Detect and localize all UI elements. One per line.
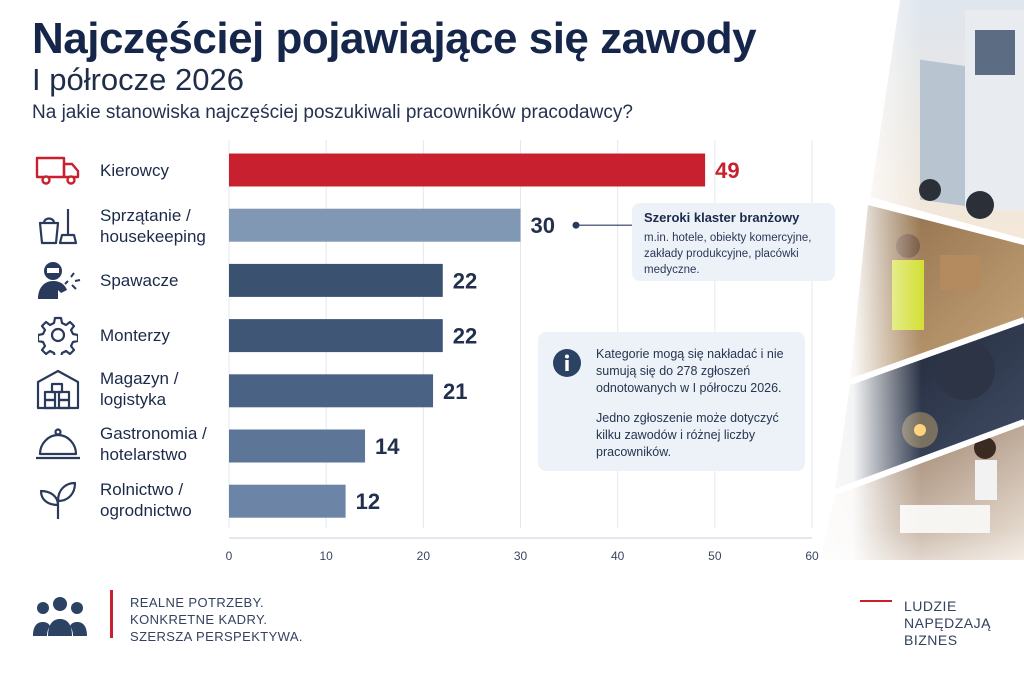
bar	[229, 263, 443, 297]
cluster-callout-heading: Szeroki klaster branżowy	[644, 210, 800, 225]
slogan-line-2: NAPĘDZAJĄ	[904, 615, 991, 631]
category-sprzatanie: Sprzątanie / housekeeping	[30, 202, 230, 250]
category-label: Sprzątanie / housekeeping	[100, 206, 206, 246]
cleaning-bucket-icon	[30, 202, 86, 250]
truck-icon	[30, 146, 86, 194]
bar-value-label: 49	[715, 158, 739, 183]
bar	[229, 153, 706, 187]
bar-value-label: 12	[356, 489, 380, 514]
slogan-line-1: LUDZIE	[904, 598, 957, 614]
info-icon	[553, 349, 581, 377]
bar	[229, 208, 521, 242]
x-tick-label: 60	[805, 549, 819, 563]
cluster-callout: Szeroki klaster branżowy m.in. hotele, o…	[632, 203, 835, 281]
callout-connector-dot	[572, 221, 580, 229]
cloche-icon	[30, 420, 86, 468]
leaf-icon	[30, 476, 86, 524]
page-subtitle: I półrocze 2026	[32, 62, 244, 97]
welder-icon	[30, 256, 86, 304]
category-label: Gastronomia / hotelarstwo	[100, 424, 207, 464]
info-callout-text-2: Jedno zgłoszenie może dotyczyć kilku zaw…	[596, 411, 779, 459]
bar-value-label: 14	[375, 434, 400, 459]
footer-slogan: LUDZIE NAPĘDZAJĄ BIZNES	[904, 598, 991, 649]
bar	[229, 429, 366, 463]
slogan-line-3: BIZNES	[904, 632, 958, 648]
page-question: Na jakie stanowiska najczęściej poszukiw…	[32, 102, 633, 123]
category-magazyn: Magazyn / logistyka	[30, 365, 230, 413]
tagline-line-3: SZERSZA PERSPEKTYWA.	[130, 629, 303, 644]
bar-value-label: 22	[453, 324, 477, 349]
x-tick-label: 10	[319, 549, 333, 563]
x-tick-label: 40	[611, 549, 625, 563]
footer-tagline: REALNE POTRZEBY. KONKRETNE KADRY. SZERSZ…	[130, 594, 303, 645]
collage-fade-bottom	[780, 530, 1024, 683]
people-icon	[33, 597, 87, 636]
category-spawacze: Spawacze	[30, 256, 230, 304]
x-tick-label: 0	[226, 549, 233, 563]
category-label: Rolnictwo / ogrodnictwo	[100, 480, 192, 520]
cluster-callout-body: m.in. hotele, obiekty komercyjne, zakład…	[644, 232, 812, 276]
bar	[229, 319, 443, 353]
category-gastronomia: Gastronomia / hotelarstwo	[30, 420, 230, 468]
x-tick-label: 20	[417, 549, 431, 563]
tagline-line-2: KONKRETNE KADRY.	[130, 612, 268, 627]
bar-value-label: 22	[453, 268, 477, 293]
category-rolnictwo: Rolnictwo / ogrodnictwo	[30, 476, 230, 524]
category-monterzy: Monterzy	[30, 311, 230, 359]
bar-value-label: 30	[531, 213, 555, 238]
warehouse-icon	[30, 365, 86, 413]
footer-red-bar	[110, 590, 113, 638]
category-label: Monterzy	[100, 325, 170, 345]
bar	[229, 374, 434, 408]
category-label: Kierowcy	[100, 160, 169, 180]
category-kierowcy: Kierowcy	[30, 146, 230, 194]
photo-collage	[780, 0, 1024, 683]
page-title: Najczęściej pojawiające się zawody	[32, 14, 757, 63]
bar-value-label: 21	[443, 379, 467, 404]
tagline-line-1: REALNE POTRZEBY.	[130, 595, 265, 610]
info-callout-text-1: Kategorie mogą się nakładać i nie sumują…	[596, 347, 784, 395]
x-tick-label: 30	[514, 549, 528, 563]
gear-icon	[30, 311, 86, 359]
info-callout: Kategorie mogą się nakładać i nie sumują…	[538, 332, 805, 471]
category-label: Magazyn / logistyka	[100, 369, 179, 409]
footer-red-line	[860, 600, 892, 602]
x-tick-label: 50	[708, 549, 722, 563]
category-label: Spawacze	[100, 270, 179, 290]
bar	[229, 484, 346, 518]
